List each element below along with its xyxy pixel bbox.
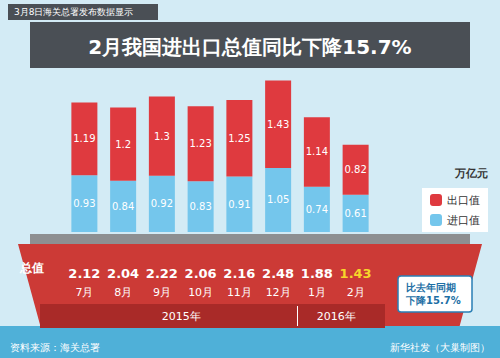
svg-text:0.61: 0.61 (344, 208, 366, 219)
svg-text:1.14: 1.14 (306, 146, 328, 157)
svg-text:1.19: 1.19 (73, 133, 95, 144)
svg-text:进口值: 进口值 (447, 214, 480, 227)
svg-text:0.91: 0.91 (228, 199, 250, 210)
svg-text:2月我国进出口总值同比下降15.7%: 2月我国进出口总值同比下降15.7% (88, 35, 411, 59)
svg-text:2.12: 2.12 (68, 266, 100, 281)
svg-text:0.83: 0.83 (189, 201, 211, 212)
svg-text:0.82: 0.82 (344, 164, 366, 175)
svg-text:0.74: 0.74 (306, 204, 328, 215)
svg-text:2016年: 2016年 (317, 310, 356, 323)
svg-text:2月: 2月 (347, 286, 365, 299)
svg-text:1月: 1月 (308, 286, 326, 299)
svg-text:2.22: 2.22 (146, 266, 178, 281)
svg-text:资料来源：海关总署: 资料来源：海关总署 (10, 342, 100, 353)
svg-text:1.3: 1.3 (154, 131, 170, 142)
svg-text:总值: 总值 (19, 261, 44, 275)
svg-text:2.48: 2.48 (262, 266, 294, 281)
svg-text:0.92: 0.92 (151, 198, 173, 209)
svg-text:8月: 8月 (114, 286, 132, 299)
svg-text:12月: 12月 (266, 286, 291, 299)
svg-text:1.43: 1.43 (267, 119, 289, 130)
svg-text:1.88: 1.88 (301, 266, 333, 281)
svg-text:1.2: 1.2 (115, 139, 131, 150)
svg-text:出口值: 出口值 (447, 194, 480, 207)
svg-text:1.05: 1.05 (267, 194, 289, 205)
svg-text:1.25: 1.25 (228, 133, 250, 144)
svg-text:10月: 10月 (188, 286, 213, 299)
svg-text:9月: 9月 (153, 286, 171, 299)
svg-text:比去年同期: 比去年同期 (406, 282, 456, 293)
svg-text:2.06: 2.06 (185, 266, 217, 281)
svg-text:7月: 7月 (75, 286, 93, 299)
svg-text:2.04: 2.04 (107, 266, 139, 281)
svg-text:11月: 11月 (227, 286, 252, 299)
svg-text:3月8日海关总署发布数据显示: 3月8日海关总署发布数据显示 (14, 7, 133, 17)
svg-text:1.23: 1.23 (189, 138, 211, 149)
svg-text:万亿元: 万亿元 (454, 167, 488, 180)
svg-text:1.43: 1.43 (340, 266, 372, 281)
svg-text:0.84: 0.84 (112, 201, 134, 212)
svg-text:下降15.7%: 下降15.7% (405, 295, 461, 306)
svg-text:0.93: 0.93 (73, 198, 95, 209)
svg-text:2015年: 2015年 (162, 310, 201, 323)
svg-text:2.16: 2.16 (223, 266, 255, 281)
svg-text:新华社发（大巢制图）: 新华社发（大巢制图） (390, 342, 490, 353)
